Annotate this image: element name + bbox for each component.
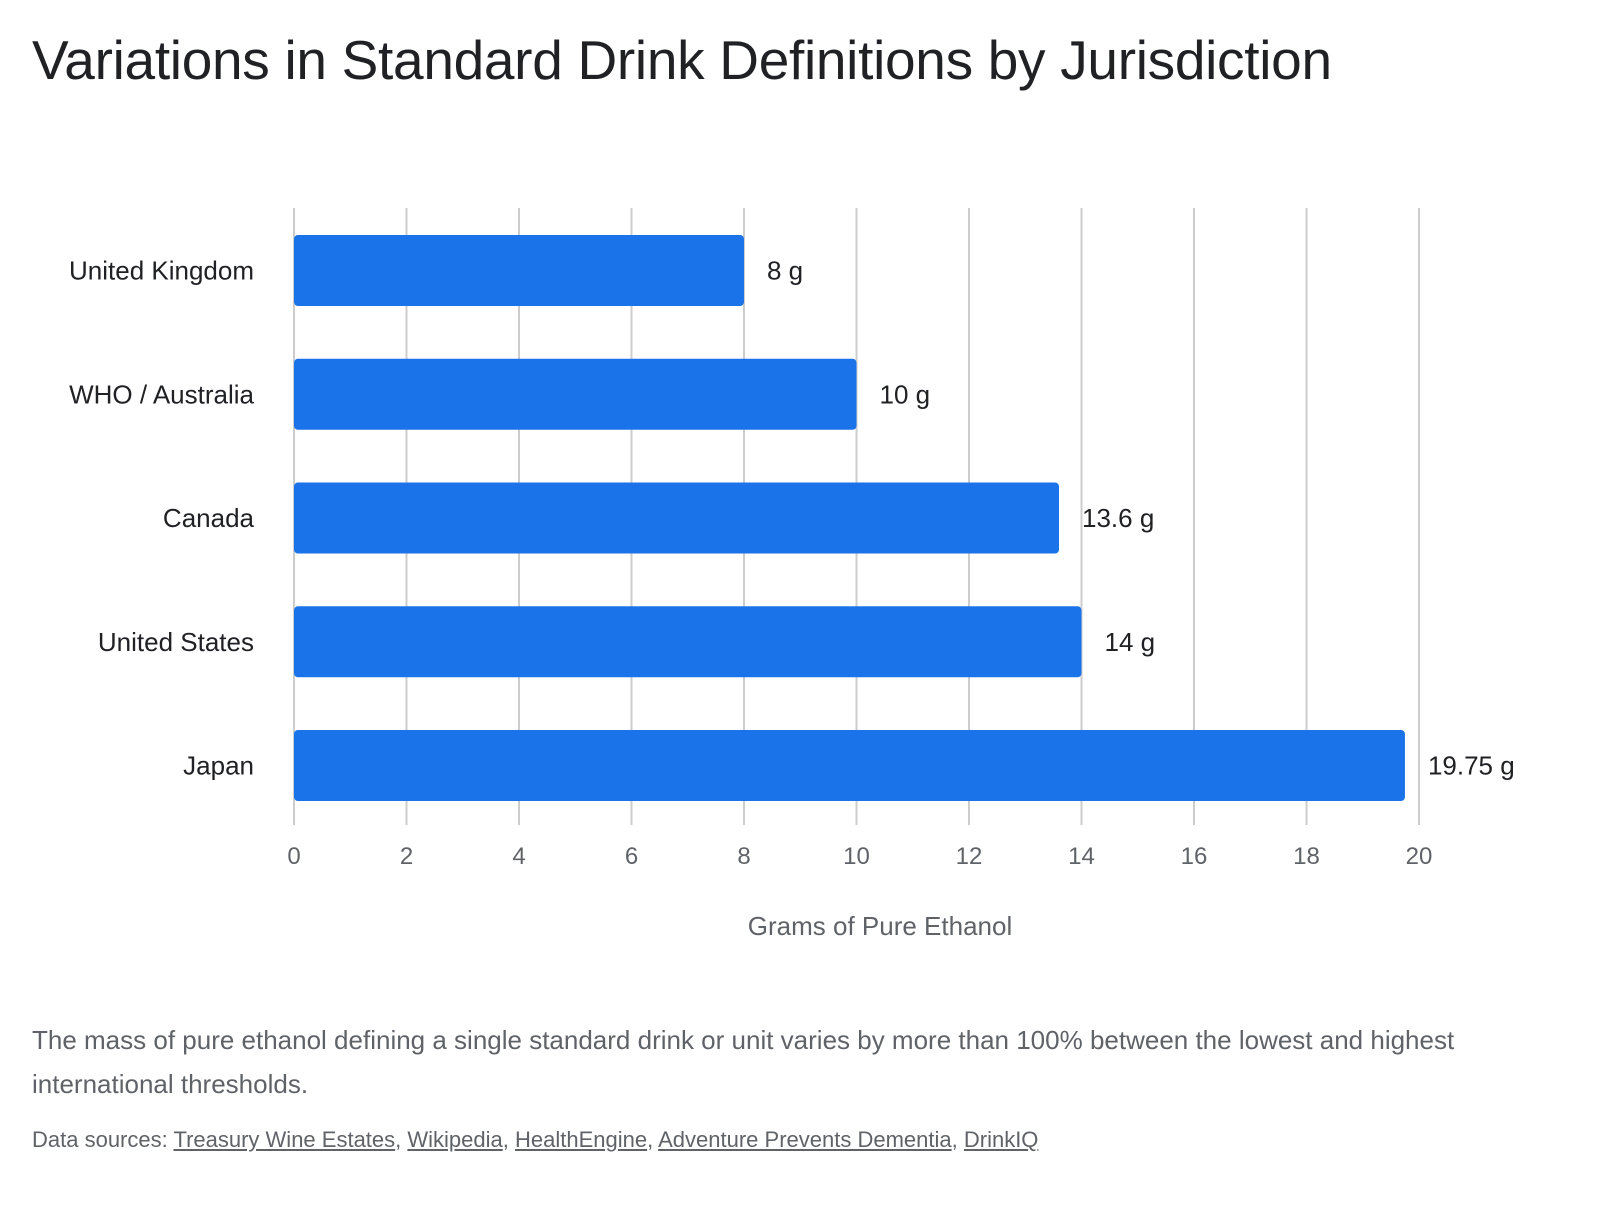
sources-prefix: Data sources:	[32, 1127, 174, 1152]
chart-svg: 0 2 4 6 8 10 12 14 16 18 20 United Kingdom 8 g WHO / …	[69, 208, 1515, 941]
category-label: United States	[98, 627, 254, 657]
data-label: 14 g	[1105, 627, 1156, 657]
data-sources: Data sources: Treasury Wine Estates, Wik…	[32, 1127, 1038, 1153]
data-label: 10 g	[880, 379, 931, 409]
bar	[294, 482, 1059, 554]
source-link[interactable]: Treasury Wine Estates	[173, 1127, 396, 1152]
data-label: 13.6 g	[1082, 503, 1154, 533]
x-tick-label: 16	[1181, 843, 1208, 870]
chart-caption: The mass of pure ethanol defining a sing…	[32, 1025, 1455, 1099]
chart-title: Variations in Standard Drink Definitions…	[32, 29, 1332, 91]
x-tick-label: 12	[956, 843, 983, 870]
source-link[interactable]: Adventure Prevents Dementia	[658, 1127, 952, 1152]
bar	[294, 358, 857, 430]
source-separator: ,	[502, 1127, 515, 1152]
bar	[294, 235, 744, 306]
x-tick-label: 2	[400, 843, 413, 870]
source-link[interactable]: DrinkIQ	[963, 1127, 1039, 1152]
x-tick-label: 0	[287, 843, 300, 870]
source-links: Treasury Wine Estates, Wikipedia, Health…	[173, 1127, 1038, 1152]
source-link[interactable]: Wikipedia	[407, 1127, 503, 1152]
labels: 0 2 4 6 8 10 12 14 16 18 20 United Kingdom 8 g WHO / …	[69, 256, 1515, 871]
x-tick-label: 20	[1406, 843, 1433, 870]
data-label: 8 g	[767, 256, 803, 286]
bar-chart: 0 2 4 6 8 10 12 14 16 18 20 United Kingdom 8 g WHO / …	[0, 150, 1600, 980]
bars	[294, 235, 1405, 801]
bar	[294, 606, 1082, 678]
source-separator: ,	[647, 1127, 659, 1152]
category-label: WHO / Australia	[69, 379, 254, 409]
x-tick-label: 4	[512, 843, 525, 870]
x-tick-label: 10	[843, 843, 870, 870]
source-link[interactable]: HealthEngine	[515, 1127, 648, 1152]
x-tick-label: 8	[737, 843, 750, 870]
bar	[294, 730, 1405, 801]
x-tick-label: 14	[1068, 843, 1095, 870]
source-separator: ,	[395, 1127, 408, 1152]
x-axis-title: Grams of Pure Ethanol	[748, 911, 1012, 941]
x-tick-label: 6	[625, 843, 638, 870]
category-label: Japan	[183, 751, 254, 781]
source-separator: ,	[951, 1127, 964, 1152]
category-label: Canada	[163, 503, 255, 533]
data-label: 19.75 g	[1428, 751, 1515, 781]
category-label: United Kingdom	[69, 256, 254, 286]
x-tick-label: 18	[1293, 843, 1320, 870]
